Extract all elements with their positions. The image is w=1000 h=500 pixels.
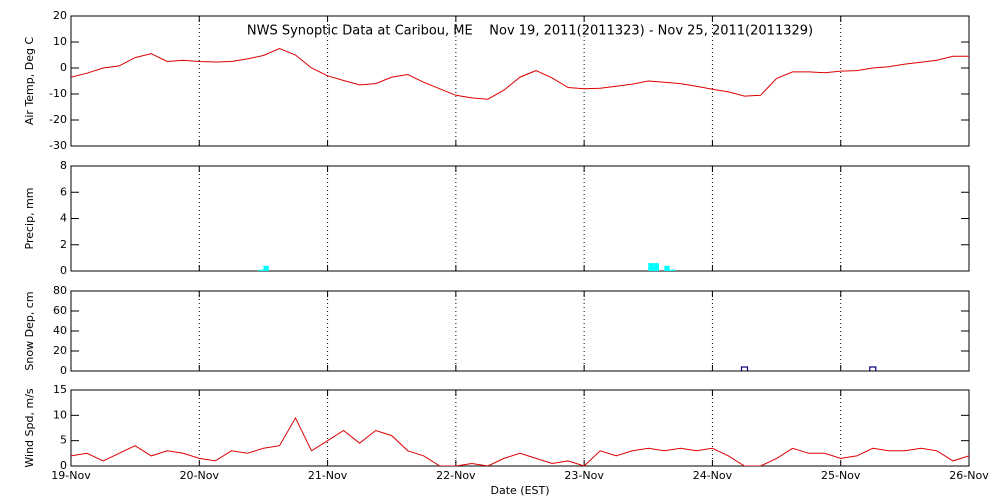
x-tick-label: 25-Nov [821, 469, 861, 482]
y-tick-label: 8 [60, 159, 67, 172]
y-tick-label: 15 [53, 383, 67, 396]
y-tick-label: 20 [53, 344, 67, 357]
x-tick-label: 24-Nov [693, 469, 733, 482]
x-tick-label: 20-Nov [180, 469, 220, 482]
y-tick-label: 10 [53, 35, 67, 48]
y-tick-label: 0 [60, 459, 67, 472]
x-tick-label: 23-Nov [564, 469, 604, 482]
y-axis-label: Precip, mm [23, 188, 36, 250]
x-tick-label: 22-Nov [436, 469, 476, 482]
plot-area [71, 47, 969, 100]
plot-area [71, 416, 969, 466]
plot-area [740, 366, 877, 371]
plot-frame [70, 15, 970, 147]
bar [669, 269, 676, 271]
y-tick-label: 4 [60, 212, 67, 225]
y-tick-label: 2 [60, 238, 67, 251]
plot-frame [70, 389, 970, 467]
y-axis-label: Snow Dep, cm [23, 291, 36, 370]
y-axis-label: Wind Spd, m/s [23, 388, 36, 468]
y-tick-label: 10 [53, 408, 67, 421]
y-tick-label: -20 [49, 113, 67, 126]
point [740, 366, 749, 371]
bar [258, 269, 264, 271]
y-tick-label: 40 [53, 324, 67, 337]
y-tick-label: 0 [60, 61, 67, 74]
y-tick-label: 80 [53, 284, 67, 297]
x-axis-label: Date (EST) [490, 484, 549, 497]
point [869, 366, 877, 371]
plot-frame [70, 290, 970, 372]
y-tick-label: 20 [53, 9, 67, 22]
y-tick-label: 0 [60, 364, 67, 377]
y-tick-label: 6 [60, 185, 67, 198]
y-tick-label: 0 [60, 264, 67, 277]
y-tick-label: -10 [49, 87, 67, 100]
plot-frame [70, 165, 970, 272]
y-tick-label: 60 [53, 304, 67, 317]
data-line [71, 47, 969, 100]
bar [653, 263, 659, 271]
y-axis-label: Air Temp, Deg C [23, 37, 36, 126]
y-tick-label: -30 [49, 139, 67, 152]
x-tick-label: 19-Nov [51, 469, 91, 482]
chart-title: NWS Synoptic Data at Caribou, ME Nov 19,… [247, 24, 813, 39]
plot-area [258, 263, 676, 271]
data-line [71, 416, 969, 466]
x-tick-label: 26-Nov [949, 469, 989, 482]
bar [648, 263, 654, 271]
bar [263, 265, 269, 271]
y-tick-label: 5 [60, 434, 67, 447]
x-tick-label: 21-Nov [308, 469, 348, 482]
bar [664, 265, 670, 271]
